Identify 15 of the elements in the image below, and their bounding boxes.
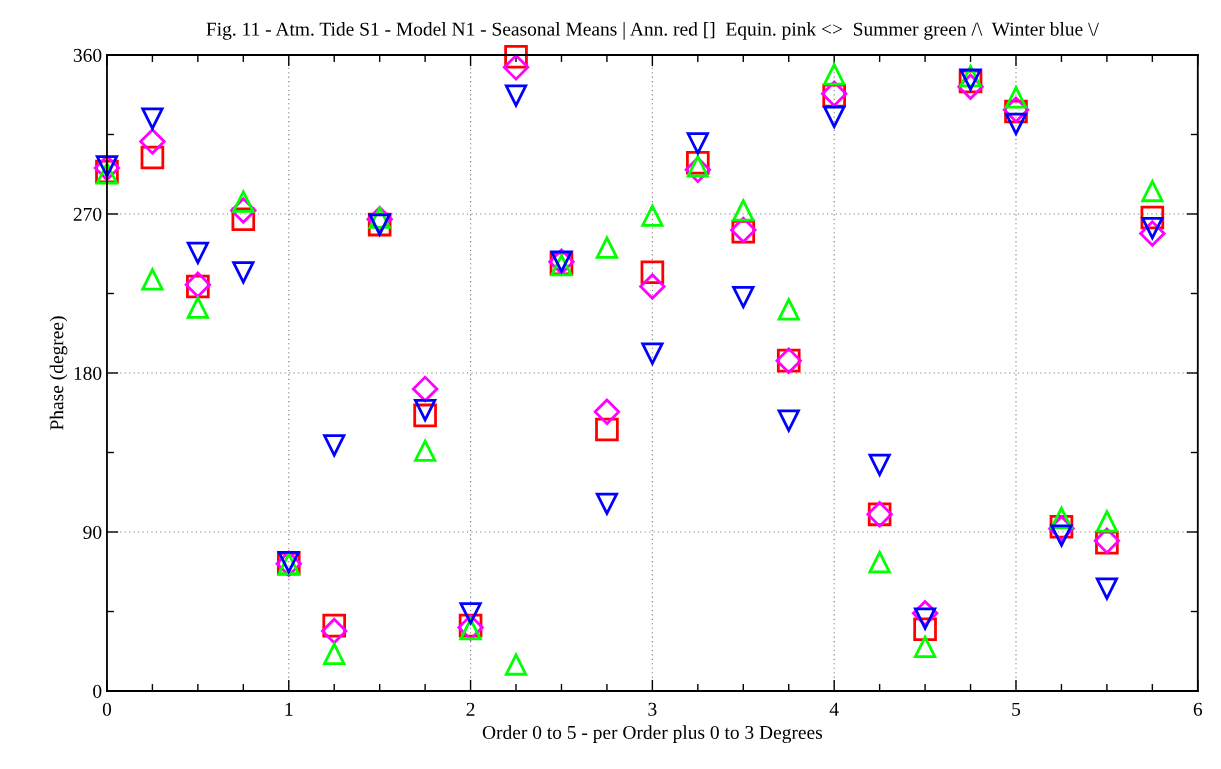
y-tick-label: 180 [74, 366, 102, 380]
y-tick-label: 360 [73, 48, 102, 62]
x-tick-label: 2 [466, 702, 475, 716]
y-tick-label: 90 [83, 525, 102, 539]
y-tick-label: 0 [93, 684, 102, 698]
y-tick-label: 270 [73, 207, 102, 221]
chart-title: Fig. 11 - Atm. Tide S1 - Model N1 - Seasonal Means | Ann. red [] Equin. pink <> Summer green /\ Winter blue \/ [206, 22, 1099, 40]
x-tick-label: 0 [102, 702, 112, 716]
x-tick-label: 4 [829, 702, 839, 716]
x-axis-title: Order 0 to 5 - per Order plus 0 to 3 Degrees [482, 725, 823, 744]
x-tick-label: 5 [1012, 702, 1021, 716]
x-tick-label: 6 [1193, 702, 1203, 716]
x-tick-label: 1 [285, 702, 293, 716]
x-tick-label: 3 [648, 702, 657, 716]
y-axis-title: Phase (degree) [49, 316, 68, 430]
